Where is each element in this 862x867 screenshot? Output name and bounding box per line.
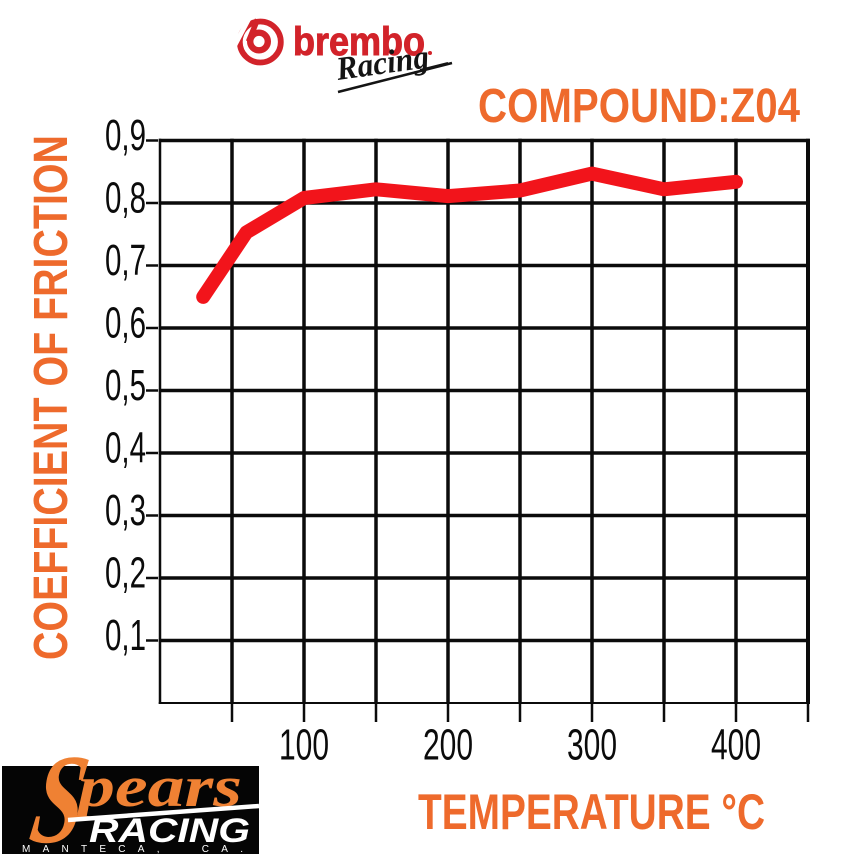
svg-text:COMPOUND:Z04: COMPOUND:Z04: [478, 80, 800, 133]
svg-text:0,6: 0,6: [105, 298, 146, 347]
svg-text:0,5: 0,5: [105, 361, 146, 410]
svg-text:RACING: RACING: [89, 812, 250, 850]
svg-text:COEFFICIENT OF FRICTION: COEFFICIENT OF FRICTION: [25, 135, 78, 660]
svg-text:0,9: 0,9: [105, 111, 146, 160]
svg-text:0,4: 0,4: [105, 423, 146, 472]
svg-text:0,3: 0,3: [105, 486, 146, 535]
svg-text:TEMPERATURE °C: TEMPERATURE °C: [418, 784, 765, 840]
svg-text:0,1: 0,1: [105, 611, 146, 660]
svg-text:400: 400: [711, 721, 761, 770]
svg-text:0,7: 0,7: [105, 236, 146, 285]
svg-text:0,8: 0,8: [105, 173, 146, 222]
svg-text:brembo: brembo: [293, 20, 425, 64]
svg-text:100: 100: [279, 721, 329, 770]
svg-text:200: 200: [423, 721, 473, 770]
svg-text:0,2: 0,2: [105, 548, 146, 597]
svg-text:300: 300: [567, 721, 617, 770]
